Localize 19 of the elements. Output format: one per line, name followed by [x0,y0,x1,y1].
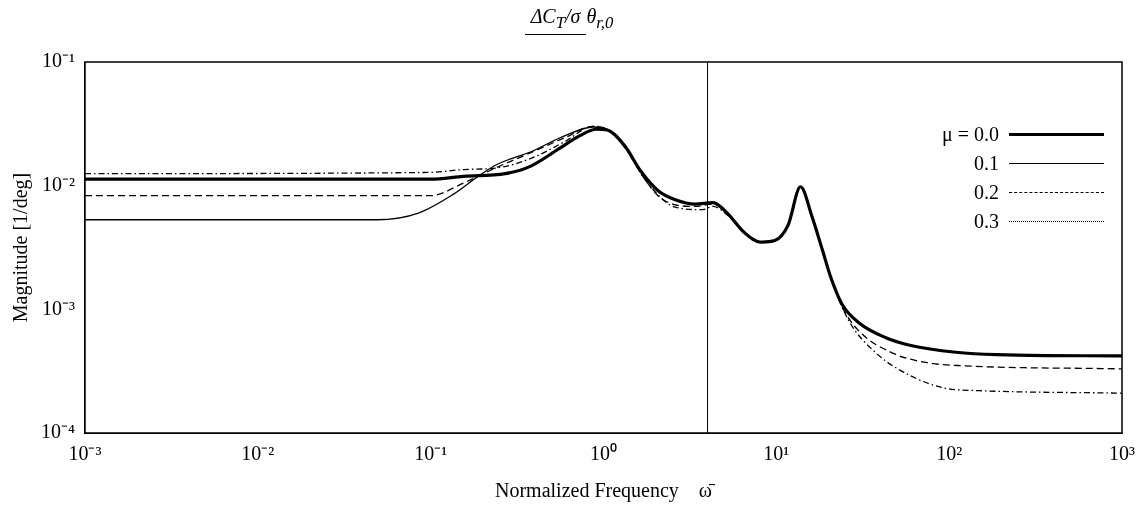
legend-label: 0.1 [974,152,999,175]
y-axis-title: Magnitude [1/deg] [9,172,33,323]
y-tick-label: 10⁻³ [41,296,75,319]
x-tick-label: 10³ [1109,442,1135,465]
x-tick-label: 10¹ [763,442,790,465]
y-tick-label: 10⁻² [41,172,75,195]
chart-title: ΔC$_{T}$/σ [524,5,587,35]
x-tick-label: 10⁻² [241,442,275,465]
chart-subtitle: θ$_{r,0}$ [586,4,614,33]
y-tick-label: 10⁻⁴ [40,420,75,443]
legend-label: 0.3 [974,210,999,233]
x-tick-label: 10⁻¹ [414,442,448,465]
y-tick-label: 10⁻¹ [41,49,75,72]
legend-label: μ = 0.0 [941,123,999,146]
x-tick-label: 10⁻³ [68,442,102,465]
legend-label: 0.2 [974,181,999,204]
x-axis-title: Normalized Frequency ω̄ [494,479,716,503]
x-tick-label: 10² [936,442,963,465]
x-tick-label: 10⁰ [589,442,617,465]
